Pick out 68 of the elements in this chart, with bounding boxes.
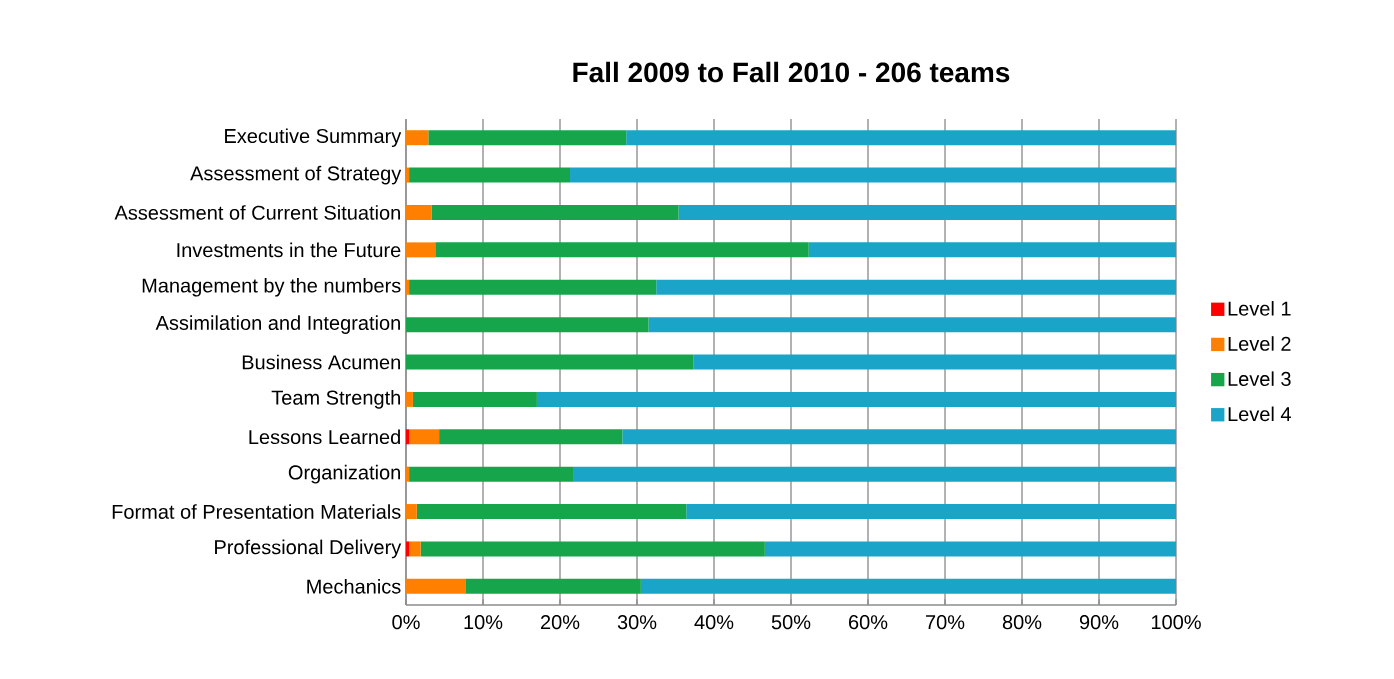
legend-label: Level 1 [1228, 301, 1291, 316]
legend-label: Level 4 [1228, 406, 1291, 422]
bar [409, 279, 657, 295]
chart-title: Fall 2009 to Fall 2010 - 206 teams [573, 61, 1010, 83]
bar [409, 429, 440, 445]
legend-label: Level 2 [1228, 336, 1291, 351]
y-tick-label: Professional Delivery [215, 539, 402, 559]
y-tick-label: Assessment of Strategy [190, 165, 402, 185]
bar [640, 578, 1177, 594]
y-tick-label: Organization [288, 464, 400, 484]
bar [406, 204, 432, 220]
y-tick-label: Assimilation and Integration [155, 315, 400, 334]
bar [648, 317, 1177, 333]
bar [431, 204, 679, 220]
bar [573, 466, 1177, 482]
bar [406, 242, 436, 258]
bar [406, 317, 649, 333]
x-tick-label: 70% [926, 615, 965, 630]
x-tick-label: 20% [541, 615, 580, 630]
bar [406, 167, 410, 183]
y-tick-label: Mechanics [307, 578, 401, 594]
y-tick-label: Lessons Learned [249, 429, 400, 445]
bar [678, 204, 1177, 220]
x-tick-label: 0% [392, 615, 420, 630]
bar [406, 429, 410, 445]
bar [406, 391, 413, 407]
y-tick-label: Team Strength [271, 390, 400, 409]
bar [412, 391, 537, 407]
bar [439, 429, 623, 445]
y-tick-label: Business Acumen [242, 354, 400, 370]
legend-label: Level 3 [1228, 371, 1291, 387]
bar [406, 466, 410, 482]
x-tick-label: 100% [1151, 615, 1201, 630]
bar [406, 354, 694, 370]
y-tick-label: Management by the numbers [142, 277, 401, 297]
bar [622, 429, 1177, 445]
x-tick-label: 10% [464, 615, 503, 630]
x-tick-label: 90% [1079, 615, 1119, 630]
y-tick-label: Format of Presentation Materials [112, 504, 401, 519]
x-tick-label: 30% [617, 615, 657, 630]
x-tick-label: 40% [694, 615, 734, 630]
bar [406, 130, 429, 146]
bar [406, 504, 417, 520]
bar [406, 541, 410, 557]
y-tick-label: Assessment of Current Situation [114, 205, 400, 220]
y-tick-label: Executive Summary [225, 128, 402, 148]
bar [406, 279, 410, 295]
bar [570, 167, 1177, 183]
bar [428, 130, 627, 146]
bar [409, 167, 571, 183]
bar [656, 279, 1177, 295]
bar [764, 541, 1177, 557]
bar [420, 541, 765, 557]
bar [808, 242, 1177, 258]
bar [465, 578, 641, 594]
bar [409, 541, 421, 557]
bar [626, 130, 1177, 146]
x-tick-label: 50% [771, 615, 811, 630]
bar [686, 504, 1177, 520]
bar [693, 354, 1177, 370]
bar [435, 242, 809, 258]
bar [536, 391, 1177, 407]
y-tick-label: Investments in the Future [177, 242, 401, 258]
bar [409, 466, 574, 482]
bar [416, 504, 687, 520]
x-tick-label: 60% [849, 615, 888, 630]
bar [406, 578, 466, 594]
x-tick-label: 80% [1002, 615, 1042, 630]
